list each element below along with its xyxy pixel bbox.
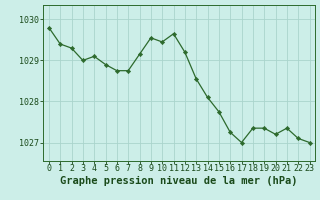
X-axis label: Graphe pression niveau de la mer (hPa): Graphe pression niveau de la mer (hPa) [60, 176, 298, 186]
